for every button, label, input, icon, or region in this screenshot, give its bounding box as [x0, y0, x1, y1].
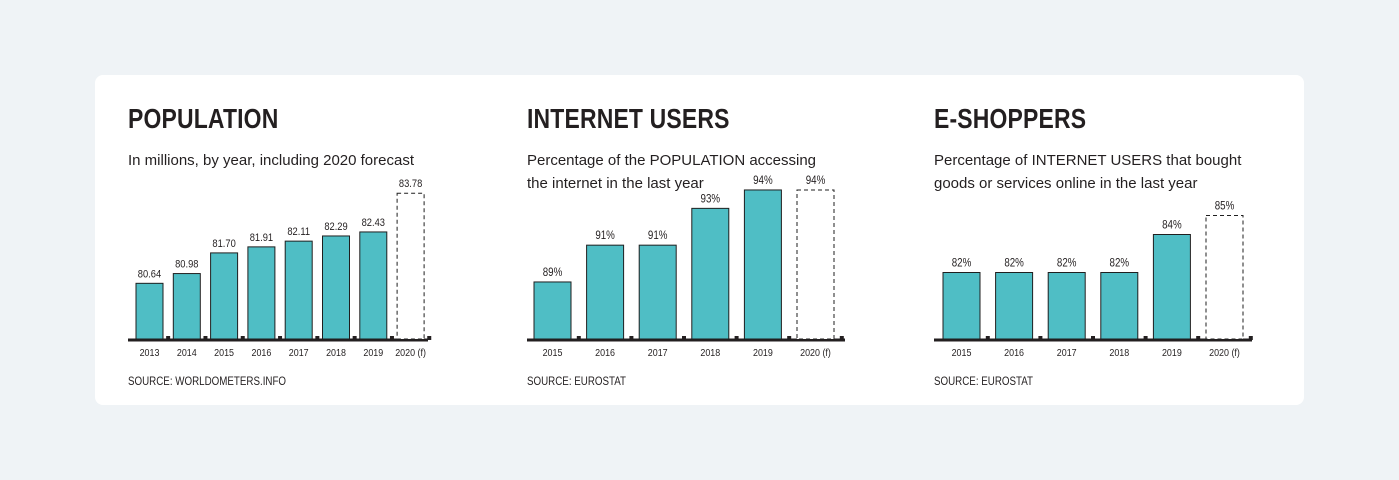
bar [586, 244, 625, 340]
bar-value-label: 81.70 [212, 238, 236, 250]
population-panel: POPULATION In millions, by year, includi… [128, 75, 448, 405]
x-tick-label: 2019 [1162, 347, 1182, 359]
bar [1047, 272, 1086, 340]
panel-subtitle: Percentage of INTERNET USERS that bought… [934, 152, 1242, 192]
bar-value-label: 82% [1004, 257, 1024, 270]
panel-subtitle: In millions, by year, including 2020 for… [128, 152, 414, 169]
panel-source: SOURCE: EUROSTAT [527, 376, 627, 388]
x-tick-label: 2018 [326, 347, 346, 359]
axis-tick [734, 336, 739, 340]
bar [210, 252, 239, 340]
bar-value-label: 94% [753, 174, 773, 187]
axis-tick [682, 336, 686, 340]
bar-value-label: 82% [952, 257, 972, 270]
panel-title: POPULATION [128, 103, 279, 134]
bar-value-label: 82.11 [287, 227, 310, 239]
axis-tick [839, 336, 844, 340]
bar [359, 231, 388, 340]
panel-source: SOURCE: WORLDOMETERS.INFO [128, 376, 287, 388]
bar [1100, 272, 1139, 340]
axis-tick [1038, 336, 1043, 340]
bar [533, 281, 572, 340]
axis-tick [315, 336, 320, 340]
x-tick-label: 2019 [363, 347, 383, 359]
bar [284, 240, 313, 340]
axis-tick [1091, 336, 1095, 340]
bar-value-label: 82.43 [362, 217, 386, 229]
x-tick-label: 2015 [214, 347, 234, 359]
internet-users-panel: INTERNET USERS Percentage of the POPULAT… [527, 75, 857, 405]
axis-tick [985, 336, 990, 340]
x-tick-label: 2016 [1004, 347, 1024, 359]
bar-value-label: 82% [1110, 257, 1130, 270]
x-tick-label: 2016 [595, 347, 615, 359]
internet-users-bar-chart: 89% 2015 91% 2016 91% 2017 93% 2018 94% 2019 94% 20… [527, 174, 845, 359]
bar-value-label: 93% [701, 193, 721, 206]
e-shoppers-panel: E-SHOPPERS Percentage of INTERNET USERS … [934, 75, 1264, 405]
bar [691, 207, 730, 340]
x-tick-label: 2018 [1109, 347, 1129, 359]
panel-subtitle: Percentage of the POPULATION accessing t… [527, 152, 817, 192]
bar [135, 282, 164, 340]
x-tick-label: 2017 [289, 347, 309, 359]
axis-tick [1248, 336, 1253, 340]
axis-tick [576, 336, 581, 340]
bar [638, 244, 677, 340]
x-tick-label: 2014 [177, 347, 197, 359]
bar-value-label: 91% [595, 229, 615, 242]
bar [247, 246, 276, 340]
axis-tick [787, 336, 792, 340]
forecast-bar [796, 189, 835, 340]
axis-tick [203, 336, 208, 340]
e-shoppers-bar-chart: 82% 2015 82% 2016 82% 2017 82% 2018 84% 2019 85% 20… [934, 200, 1253, 359]
bar-value-label: 85% [1215, 200, 1235, 213]
x-tick-label: 2015 [543, 347, 563, 359]
x-tick-label: 2020 (f) [800, 347, 831, 359]
bar [743, 189, 782, 340]
bar-value-label: 80.64 [138, 269, 162, 281]
x-tick-label: 2018 [700, 347, 720, 359]
axis-tick [352, 336, 357, 340]
bar [1152, 234, 1191, 340]
panel-title: INTERNET USERS [527, 103, 730, 134]
axis-tick [427, 336, 432, 340]
axis-tick [1196, 336, 1201, 340]
bar-value-label: 89% [543, 266, 563, 279]
bar-value-label: 94% [806, 174, 826, 187]
x-tick-label: 2017 [648, 347, 668, 359]
bar-value-label: 80.98 [175, 259, 199, 271]
axis-tick [278, 336, 283, 340]
bar [942, 272, 981, 340]
x-tick-label: 2020 (f) [395, 347, 426, 359]
x-tick-label: 2019 [753, 347, 773, 359]
x-tick-label: 2013 [140, 347, 160, 359]
population-bar-chart: 80.64 2013 80.98 2014 81.70 2015 81.91 2016 82.1… [128, 179, 432, 359]
charts-card: POPULATION In millions, by year, includi… [95, 75, 1304, 405]
x-tick-label: 2015 [952, 347, 972, 359]
bar-value-label: 81.91 [250, 232, 274, 244]
bar-value-label: 82% [1057, 257, 1077, 270]
x-tick-label: 2016 [251, 347, 271, 359]
panel-title: E-SHOPPERS [934, 103, 1087, 134]
axis-tick [389, 336, 394, 340]
bar [172, 273, 201, 340]
x-tick-label: 2017 [1057, 347, 1077, 359]
bar-value-label: 91% [648, 229, 668, 242]
bar-value-label: 83.78 [399, 179, 423, 191]
bar-value-label: 82.29 [324, 221, 348, 233]
forecast-bar [396, 192, 425, 340]
axis-tick [240, 336, 245, 340]
bar-value-label: 84% [1162, 219, 1182, 232]
forecast-bar [1205, 215, 1244, 340]
panel-source: SOURCE: EUROSTAT [934, 376, 1034, 388]
bar [995, 272, 1034, 340]
axis-tick [1143, 336, 1148, 340]
x-tick-label: 2020 (f) [1209, 347, 1240, 359]
bar [322, 235, 350, 340]
axis-tick [166, 336, 171, 340]
axis-tick [629, 336, 634, 340]
